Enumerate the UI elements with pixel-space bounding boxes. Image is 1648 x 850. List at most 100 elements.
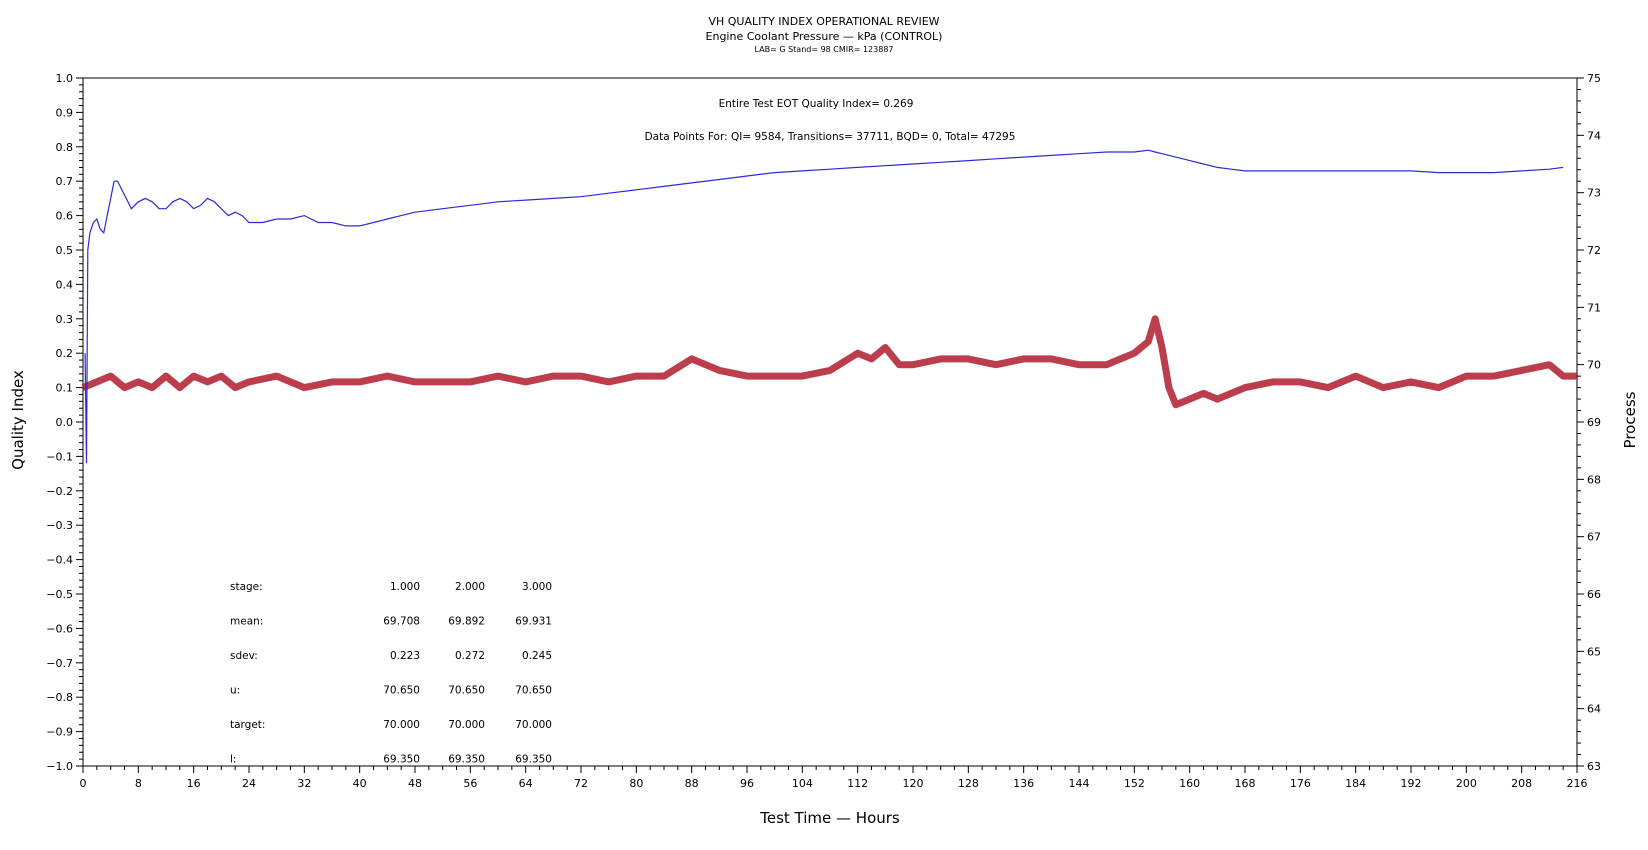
- y2-tick-label: 72: [1587, 244, 1601, 257]
- x-tick-label: 160: [1179, 777, 1200, 790]
- y-tick-label: −0.2: [46, 485, 73, 498]
- y-tick-label: 0.8: [56, 141, 74, 154]
- y2-tick-label: 74: [1587, 129, 1601, 142]
- chart-info-line: LAB= G Stand= 98 CMIR= 123887: [754, 45, 893, 54]
- x-tick-label: 0: [80, 777, 87, 790]
- x-axis-ticks: 0 8 16 24 32 40 48 56 64 72 80 88 96 104 112 120 128 136 1…: [80, 766, 1588, 790]
- y-tick-label: 0.5: [56, 244, 74, 257]
- x-tick-label: 48: [408, 777, 422, 790]
- x-tick-label: 208: [1511, 777, 1532, 790]
- stats-cell: 69.708: [383, 616, 420, 628]
- data-points-annotation: Data Points For: QI= 9584, Transitions= …: [645, 131, 1016, 143]
- stats-cell: 70.000: [383, 719, 420, 731]
- x-tick-label: 136: [1013, 777, 1034, 790]
- x-tick-label: 8: [135, 777, 142, 790]
- y-tick-label: 0.6: [56, 210, 74, 223]
- y-tick-label: −0.8: [46, 691, 73, 704]
- y2-axis-title: Process: [1621, 391, 1639, 448]
- stats-cell: 1.000: [390, 581, 420, 593]
- series-group: [81, 149, 1577, 464]
- y2-axis-ticks: 63 64 65 66 67 68 69 70 71 72 73 74 75: [1577, 72, 1601, 773]
- stats-cell: 0.245: [522, 650, 552, 662]
- chart-subtitle: Engine Coolant Pressure — kPa (CONTROL): [706, 30, 943, 43]
- y2-tick-label: 66: [1587, 588, 1601, 601]
- y-tick-label: −0.1: [46, 450, 73, 463]
- stats-cell: 69.931: [515, 616, 552, 628]
- x-tick-label: 128: [958, 777, 979, 790]
- y-tick-label: −0.5: [46, 588, 73, 601]
- x-tick-label: 184: [1345, 777, 1366, 790]
- stats-cell: 70.650: [383, 685, 420, 697]
- stats-cell: 69.350: [515, 754, 552, 766]
- x-tick-label: 120: [903, 777, 924, 790]
- stats-cell: 0.223: [390, 650, 420, 662]
- y-tick-label: −0.9: [46, 726, 73, 739]
- x-tick-label: 80: [629, 777, 643, 790]
- x-tick-label: 168: [1235, 777, 1256, 790]
- x-tick-label: 32: [297, 777, 311, 790]
- stats-cell: 69.350: [448, 754, 485, 766]
- stats-row-label: l:: [230, 754, 236, 766]
- stats-table: stage: 1.000 2.000 3.000 mean: 69.708 69.892 69…: [230, 581, 552, 766]
- x-tick-label: 176: [1290, 777, 1311, 790]
- plot-frame: [82, 77, 1578, 767]
- quality-index-series-line: [84, 149, 1564, 464]
- x-tick-label: 152: [1124, 777, 1145, 790]
- x-tick-label: 72: [574, 777, 588, 790]
- y-tick-label: 0.0: [56, 416, 74, 429]
- y2-tick-label: 73: [1587, 187, 1601, 200]
- y-tick-label: 0.7: [56, 175, 74, 188]
- y2-tick-label: 70: [1587, 359, 1601, 372]
- x-tick-label: 64: [519, 777, 533, 790]
- x-tick-label: 192: [1401, 777, 1422, 790]
- stats-cell: 70.650: [448, 685, 485, 697]
- process-series-line: [81, 315, 1577, 409]
- x-tick-label: 144: [1069, 777, 1090, 790]
- stats-row-label: mean:: [230, 616, 263, 628]
- y-tick-label: 0.9: [56, 106, 74, 119]
- y-tick-label: 0.1: [56, 382, 74, 395]
- x-tick-label: 24: [242, 777, 256, 790]
- y2-tick-label: 64: [1587, 703, 1601, 716]
- y-tick-label: 0.2: [56, 347, 74, 360]
- stats-cell: 0.272: [455, 650, 485, 662]
- y2-tick-label: 67: [1587, 531, 1601, 544]
- x-tick-label: 200: [1456, 777, 1477, 790]
- stats-row-label: sdev:: [230, 650, 258, 662]
- y2-tick-label: 65: [1587, 645, 1601, 658]
- y2-tick-label: 63: [1587, 760, 1601, 773]
- x-tick-label: 96: [740, 777, 754, 790]
- x-tick-label: 16: [187, 777, 201, 790]
- x-tick-label: 112: [847, 777, 868, 790]
- stats-cell: 70.000: [448, 719, 485, 731]
- chart-title: VH QUALITY INDEX OPERATIONAL REVIEW: [708, 15, 939, 28]
- stats-cell: 3.000: [522, 581, 552, 593]
- y2-tick-label: 71: [1587, 301, 1601, 314]
- stats-cell: 70.000: [515, 719, 552, 731]
- y-tick-label: 0.3: [56, 313, 74, 326]
- stats-cell: 69.350: [383, 754, 420, 766]
- x-tick-label: 56: [463, 777, 477, 790]
- stats-cell: 2.000: [455, 581, 485, 593]
- x-tick-label: 88: [685, 777, 699, 790]
- y-tick-label: 1.0: [56, 72, 74, 85]
- stats-row-label: u:: [230, 685, 240, 697]
- stats-row-label: target:: [230, 719, 265, 731]
- x-axis-title: Test Time — Hours: [759, 809, 900, 827]
- y-tick-label: −0.6: [46, 622, 73, 635]
- y-axis-title: Quality Index: [9, 370, 27, 470]
- y2-tick-label: 75: [1587, 72, 1601, 85]
- y2-tick-label: 68: [1587, 473, 1601, 486]
- stats-row-label: stage:: [230, 581, 263, 593]
- y-tick-label: −0.7: [46, 657, 73, 670]
- y-tick-label: 0.4: [56, 278, 74, 291]
- x-tick-label: 104: [792, 777, 813, 790]
- y-tick-label: −0.4: [46, 554, 73, 567]
- x-tick-label: 40: [353, 777, 367, 790]
- y2-tick-label: 69: [1587, 416, 1601, 429]
- y-tick-label: −1.0: [46, 760, 73, 773]
- stats-cell: 69.892: [448, 616, 485, 628]
- y-tick-label: −0.3: [46, 519, 73, 532]
